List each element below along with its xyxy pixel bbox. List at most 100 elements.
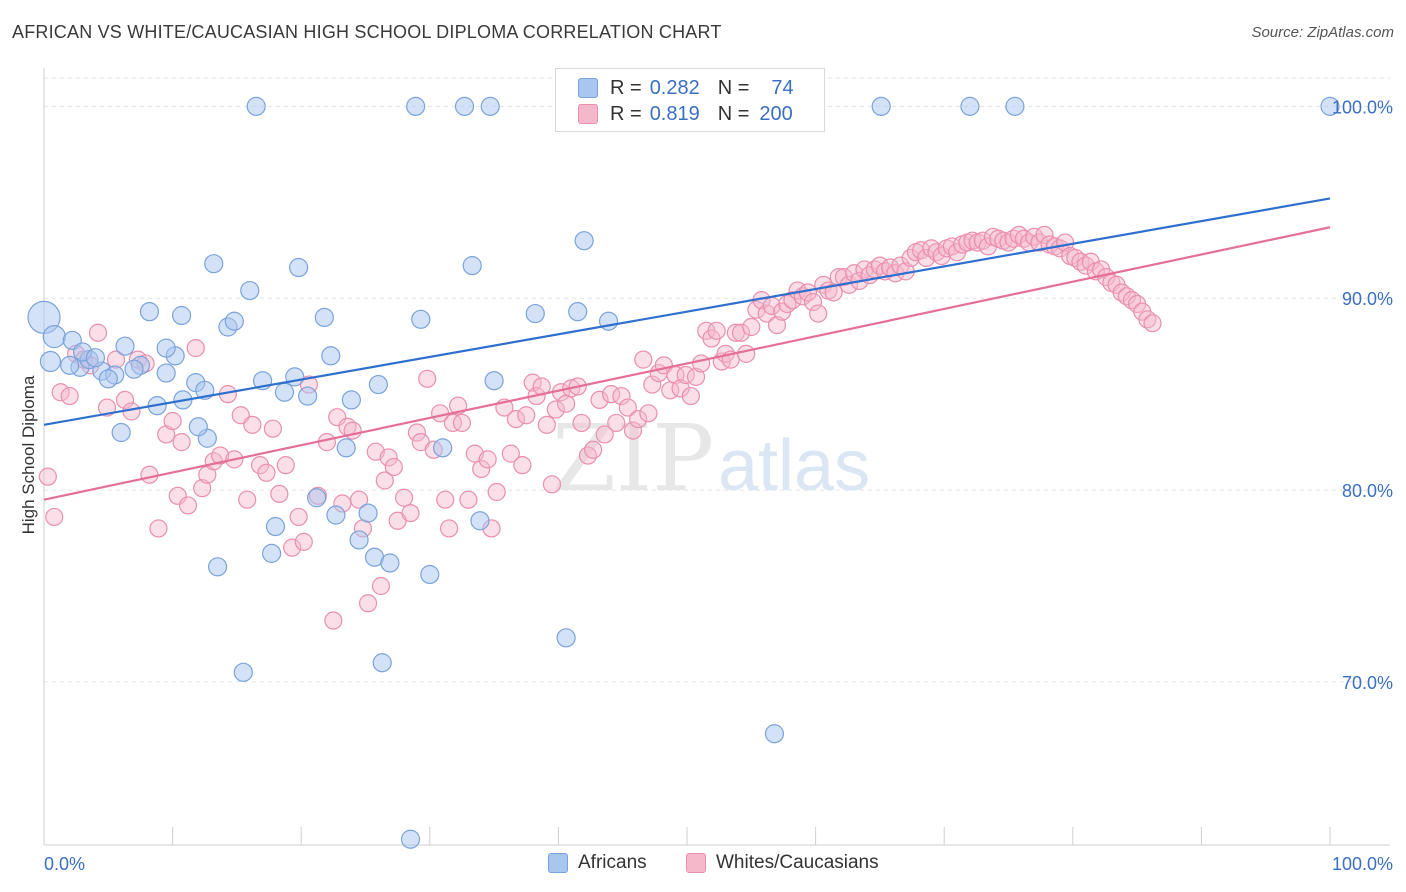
data-point-whites xyxy=(517,406,536,425)
data-point-africans xyxy=(1005,96,1025,116)
data-point-whites xyxy=(612,386,631,406)
data-point-africans xyxy=(289,257,309,278)
data-point-whites xyxy=(639,404,658,423)
bottom-legend-africans: Africans xyxy=(548,852,647,874)
data-point-africans xyxy=(525,303,545,324)
data-point-whites xyxy=(452,413,472,433)
tick-labels: 100.0% 90.0% 80.0% 70.0% 0.0% 100.0% xyxy=(44,97,1393,874)
data-point-whites xyxy=(973,231,992,250)
series-whites-points xyxy=(38,225,1162,630)
watermark-atlas: atlas xyxy=(718,426,870,506)
data-point-africans xyxy=(307,488,327,508)
data-point-whites xyxy=(276,456,295,475)
data-point-whites xyxy=(595,425,614,444)
data-point-whites xyxy=(270,484,289,504)
data-point-africans xyxy=(156,363,176,383)
x-tick-label: 100.0% xyxy=(1332,854,1393,874)
data-point-africans xyxy=(124,359,144,379)
data-point-whites xyxy=(1143,314,1162,333)
series-africans-points xyxy=(27,96,1340,849)
legend-r-label: R = xyxy=(610,76,642,99)
data-point-whites xyxy=(439,519,459,538)
data-point-whites xyxy=(51,383,70,402)
data-point-africans xyxy=(358,503,378,523)
data-point-whites xyxy=(384,457,403,477)
data-point-whites xyxy=(193,479,212,498)
data-point-whites xyxy=(487,482,506,502)
data-point-whites xyxy=(294,532,313,551)
legend-r-value: 0.282 xyxy=(649,76,700,99)
data-point-africans xyxy=(139,302,160,322)
data-point-whites xyxy=(707,321,726,340)
data-point-africans xyxy=(871,96,891,116)
data-point-africans xyxy=(764,724,785,744)
y-tick-label: 70.0% xyxy=(1342,673,1393,693)
data-point-africans xyxy=(208,557,228,577)
data-point-whites xyxy=(578,446,598,465)
data-point-whites xyxy=(257,463,276,482)
bottom-legend-whites: Whites/Caucasians xyxy=(686,852,879,874)
legend-n-label: N = xyxy=(717,102,750,125)
data-point-africans xyxy=(321,346,341,366)
data-point-whites xyxy=(472,459,491,479)
data-point-whites xyxy=(243,415,262,434)
data-point-whites xyxy=(186,339,205,358)
data-point-africans xyxy=(274,382,295,402)
data-point-africans xyxy=(574,231,594,251)
data-point-whites xyxy=(546,400,565,419)
x-tick-label: 0.0% xyxy=(44,854,85,874)
data-point-africans xyxy=(380,553,400,573)
data-point-whites xyxy=(767,315,787,335)
data-point-whites xyxy=(478,450,497,469)
data-point-africans xyxy=(341,390,361,410)
data-point-africans xyxy=(298,386,318,406)
data-point-africans xyxy=(60,355,80,375)
data-point-africans xyxy=(454,96,475,116)
data-point-africans xyxy=(470,511,490,531)
data-point-whites xyxy=(407,423,427,442)
y-axis-label: High School Diploma xyxy=(19,375,38,535)
data-point-africans xyxy=(326,505,346,525)
data-point-whites xyxy=(448,396,468,415)
data-point-whites xyxy=(436,490,455,509)
data-point-whites xyxy=(681,386,700,406)
data-point-africans xyxy=(400,829,421,849)
data-point-africans xyxy=(420,564,440,585)
data-point-africans xyxy=(115,336,135,356)
data-point-africans xyxy=(224,311,244,331)
data-point-africans xyxy=(314,307,334,328)
data-point-africans xyxy=(188,417,208,437)
data-point-africans xyxy=(98,369,118,389)
data-point-africans xyxy=(204,254,224,274)
data-point-whites xyxy=(211,446,230,465)
data-point-whites xyxy=(45,507,64,527)
data-point-whites xyxy=(634,350,653,369)
data-point-africans xyxy=(433,438,453,458)
data-point-whites xyxy=(379,448,398,467)
data-point-whites xyxy=(358,594,378,613)
data-point-whites xyxy=(623,421,643,440)
y-tick-label: 80.0% xyxy=(1342,481,1393,501)
data-point-whites xyxy=(513,456,532,475)
legend-swatch-blue xyxy=(578,78,598,98)
data-point-whites xyxy=(572,413,591,433)
data-point-whites xyxy=(917,248,936,268)
data-point-africans xyxy=(368,374,388,395)
data-point-whites xyxy=(60,386,79,406)
legend-r-value: 0.819 xyxy=(649,102,700,125)
data-point-africans xyxy=(39,350,62,373)
data-point-whites xyxy=(557,394,576,413)
data-point-africans xyxy=(411,309,431,329)
legend-n-label: N = xyxy=(717,76,750,99)
data-point-whites xyxy=(783,291,802,310)
data-point-africans xyxy=(556,628,576,648)
legend-n-value: 200 xyxy=(759,102,793,125)
data-point-whites xyxy=(692,354,711,373)
data-point-whites xyxy=(289,507,308,527)
grid-lines xyxy=(44,77,1390,683)
data-point-africans xyxy=(462,256,482,276)
source-attribution: Source: ZipAtlas.com xyxy=(1251,24,1394,41)
data-point-whites xyxy=(629,409,648,429)
data-point-whites xyxy=(375,471,394,490)
data-point-whites xyxy=(1081,252,1100,271)
